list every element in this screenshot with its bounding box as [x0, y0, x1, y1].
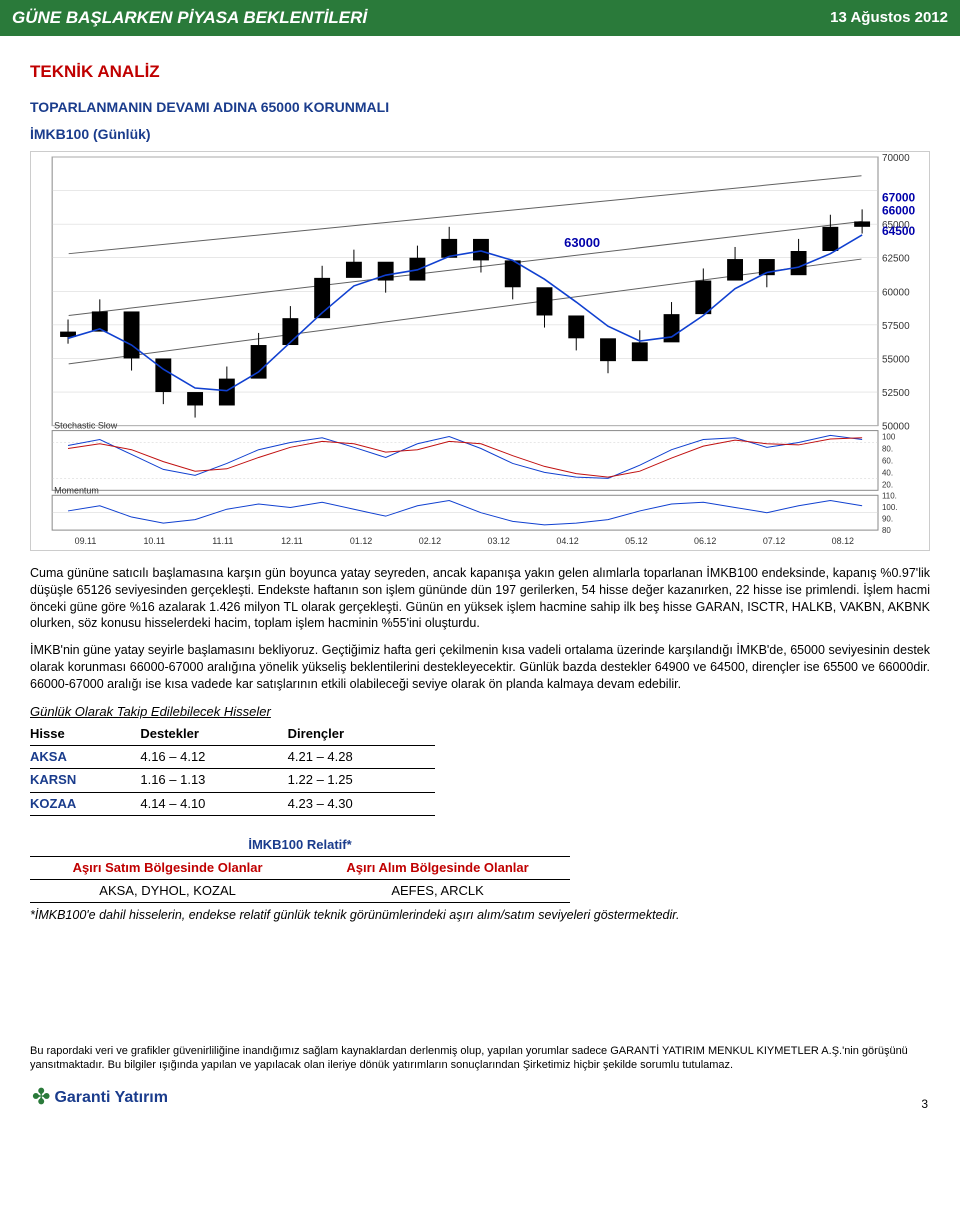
svg-text:62500: 62500 [882, 253, 910, 264]
chart-label: İMKB100 (Günlük) [30, 125, 930, 145]
svg-text:Momentum: Momentum [54, 485, 99, 495]
svg-text:60000: 60000 [882, 287, 910, 298]
price-chart: 5000052500550005750060000625006500070000… [30, 151, 930, 551]
svg-text:40.: 40. [882, 468, 893, 477]
relatif-footnote: *İMKB100'e dahil hisselerin, endekse rel… [30, 907, 930, 925]
svg-text:63000: 63000 [564, 235, 600, 250]
page-number: 3 [921, 1096, 928, 1113]
svg-text:03.12: 03.12 [488, 536, 510, 546]
stock-table-col: Dirençler [288, 723, 435, 746]
svg-text:05.12: 05.12 [625, 536, 647, 546]
svg-text:20.: 20. [882, 480, 893, 489]
stock-table-col: Destekler [140, 723, 287, 746]
svg-text:11.11: 11.11 [212, 536, 233, 546]
relatif-left-header: Aşırı Satım Bölgesinde Olanlar [30, 857, 305, 880]
svg-text:12.11: 12.11 [281, 536, 303, 546]
stock-cell: 1.16 – 1.13 [140, 769, 287, 792]
header-date: 13 Ağustos 2012 [830, 7, 948, 28]
svg-text:80.: 80. [882, 444, 893, 453]
relatif-title: İMKB100 Relatif* [30, 834, 570, 857]
paragraph-2: İMKB'nin güne yatay seyirle başlamasını … [30, 642, 930, 693]
relatif-right-header: Aşırı Alım Bölgesinde Olanlar [305, 857, 570, 880]
paragraph-1: Cuma gününe satıcılı başlamasına karşın … [30, 565, 930, 633]
svg-text:50000: 50000 [882, 421, 910, 432]
clover-icon: ✤ [32, 1082, 50, 1113]
svg-text:07.12: 07.12 [763, 536, 785, 546]
svg-text:55000: 55000 [882, 354, 910, 365]
logo: ✤ Garanti Yatırım [32, 1082, 168, 1113]
svg-text:70000: 70000 [882, 153, 910, 164]
stock-table-col: Hisse [30, 723, 140, 746]
stock-cell: 4.16 – 4.12 [140, 746, 287, 769]
footer: ✤ Garanti Yatırım 3 [30, 1082, 930, 1113]
svg-text:60.: 60. [882, 456, 893, 465]
relatif-left-value: AKSA, DYHOL, KOZAL [30, 880, 305, 903]
svg-text:57500: 57500 [882, 321, 910, 332]
svg-text:10.11: 10.11 [143, 536, 165, 546]
table-row: KARSN1.16 – 1.131.22 – 1.25 [30, 769, 435, 792]
svg-text:01.12: 01.12 [350, 536, 372, 546]
svg-text:09.11: 09.11 [75, 536, 97, 546]
relatif-table: İMKB100 Relatif* Aşırı Satım Bölgesinde … [30, 834, 570, 904]
svg-text:64500: 64500 [882, 224, 916, 238]
svg-text:06.12: 06.12 [694, 536, 716, 546]
svg-text:02.12: 02.12 [419, 536, 441, 546]
stock-table: HisseDesteklerDirençler AKSA4.16 – 4.124… [30, 723, 435, 816]
section-title: TEKNİK ANALİZ [30, 60, 930, 84]
svg-text:67000: 67000 [882, 190, 916, 204]
stock-symbol: KARSN [30, 769, 140, 792]
stock-cell: 4.23 – 4.30 [288, 792, 435, 815]
svg-text:80: 80 [882, 526, 891, 535]
header-bar: GÜNE BAŞLARKEN PİYASA BEKLENTİLERİ 13 Ağ… [0, 0, 960, 36]
svg-text:90.: 90. [882, 514, 893, 523]
svg-text:110.: 110. [882, 491, 897, 500]
svg-text:100: 100 [882, 432, 896, 441]
svg-text:Stochastic Slow: Stochastic Slow [54, 420, 118, 430]
relatif-right-value: AEFES, ARCLK [305, 880, 570, 903]
stock-symbol: KOZAA [30, 792, 140, 815]
svg-text:52500: 52500 [882, 388, 910, 399]
table-row: AKSA4.16 – 4.124.21 – 4.28 [30, 746, 435, 769]
stock-cell: 4.21 – 4.28 [288, 746, 435, 769]
page-content: TEKNİK ANALİZ TOPARLANMANIN DEVAMI ADINA… [0, 36, 960, 1133]
stock-table-title: Günlük Olarak Takip Edilebilecek Hissele… [30, 703, 930, 721]
logo-text: Garanti Yatırım [54, 1087, 168, 1109]
table-row: KOZAA4.14 – 4.104.23 – 4.30 [30, 792, 435, 815]
svg-text:04.12: 04.12 [556, 536, 578, 546]
svg-text:08.12: 08.12 [832, 536, 854, 546]
stock-cell: 1.22 – 1.25 [288, 769, 435, 792]
header-title: GÜNE BAŞLARKEN PİYASA BEKLENTİLERİ [12, 6, 367, 30]
svg-text:66000: 66000 [882, 203, 916, 217]
analysis-subtitle: TOPARLANMANIN DEVAMI ADINA 65000 KORUNMA… [30, 98, 930, 118]
disclaimer: Bu rapordaki veri ve grafikler güvenirli… [30, 1045, 930, 1073]
stock-symbol: AKSA [30, 746, 140, 769]
svg-text:100.: 100. [882, 503, 897, 512]
stock-cell: 4.14 – 4.10 [140, 792, 287, 815]
